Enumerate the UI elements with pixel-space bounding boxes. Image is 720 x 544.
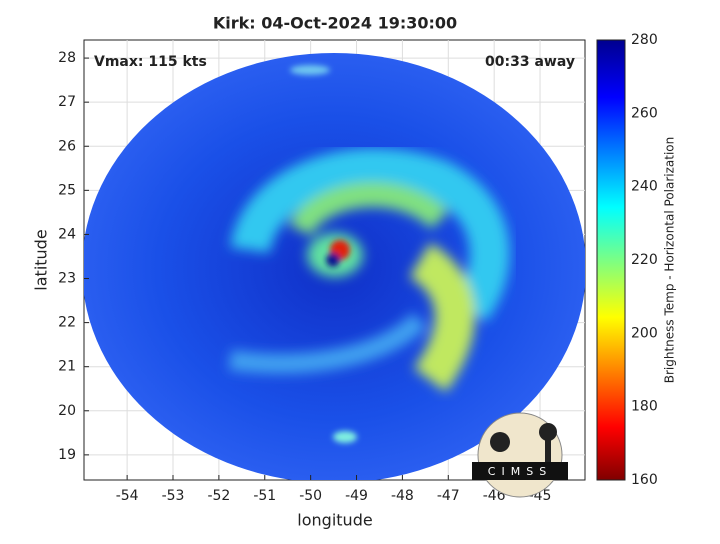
colorbar-tick-label: 280 xyxy=(631,32,658,48)
annotation: Vmax: 115 kts xyxy=(94,54,207,70)
colorbar-tick-label: 260 xyxy=(631,105,658,121)
y-tick-label: 22 xyxy=(58,315,76,331)
x-tick-label: -53 xyxy=(162,488,185,504)
y-tick-label: 19 xyxy=(58,447,76,463)
y-tick-label: 21 xyxy=(58,359,76,375)
x-tick-label: -48 xyxy=(391,488,414,504)
colorbar-tick-label: 240 xyxy=(631,179,658,195)
colorbar-tick-label: 220 xyxy=(631,252,658,268)
x-tick-label: -54 xyxy=(116,488,139,504)
x-axis-label: longitude xyxy=(297,511,372,530)
colorbar-tick-label: 180 xyxy=(631,399,658,415)
y-axis-label: latitude xyxy=(32,229,51,290)
brightness-image xyxy=(84,53,585,480)
x-tick-label: -49 xyxy=(345,488,368,504)
annotation: 00:33 away xyxy=(485,54,575,70)
y-tick-label: 26 xyxy=(58,138,76,154)
x-tick-label: -50 xyxy=(299,488,322,504)
y-tick-label: 24 xyxy=(58,226,76,242)
y-tick-label: 28 xyxy=(58,50,76,66)
ticks: -54 -53 -52 -51 -50 -49 -48 -47 -46 -451920212223… xyxy=(58,32,658,504)
colorbar xyxy=(596,39,626,481)
y-tick-label: 23 xyxy=(58,271,76,287)
x-tick-label: -52 xyxy=(207,488,230,504)
x-tick-label: -51 xyxy=(253,488,276,504)
logo: CIMSS xyxy=(472,412,568,498)
y-tick-label: 27 xyxy=(58,94,76,110)
x-tick-label: -47 xyxy=(437,488,460,504)
chart-title: Kirk: 04-Oct-2024 19:30:00 xyxy=(213,14,457,33)
colorbar-label: Brightness Temp - Horizontal Polarizatio… xyxy=(663,137,677,384)
colorbar-tick-label: 160 xyxy=(631,472,658,488)
y-tick-label: 20 xyxy=(58,403,76,419)
logo-text: CIMSS xyxy=(488,465,552,478)
y-tick-label: 25 xyxy=(58,182,76,198)
colorbar-tick-label: 200 xyxy=(631,325,658,341)
